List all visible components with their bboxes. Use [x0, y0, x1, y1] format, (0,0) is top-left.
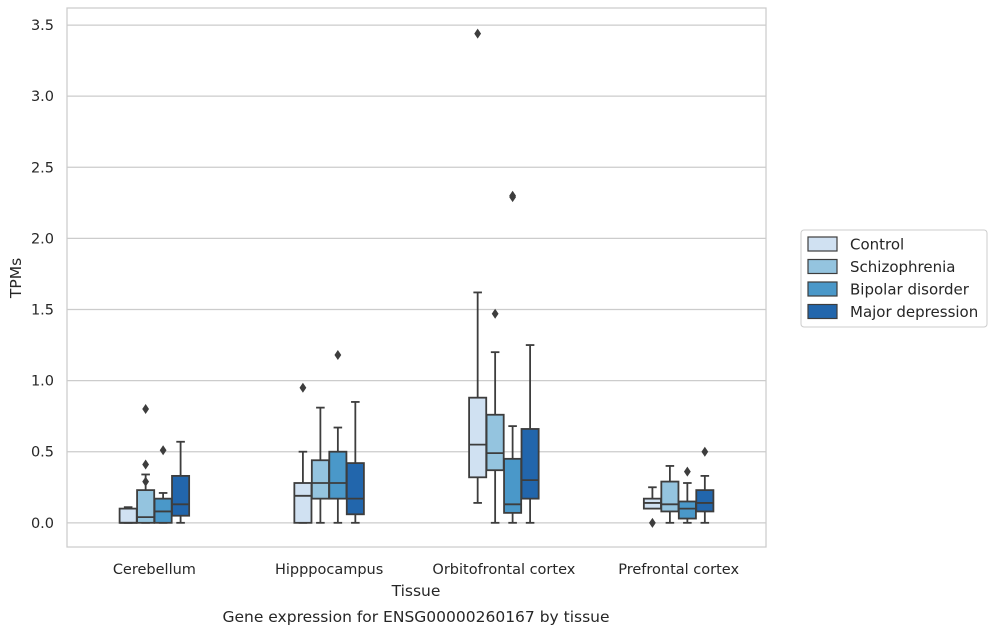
outlier-point [491, 308, 499, 319]
box-body [293, 482, 313, 524]
outlier-point [509, 192, 517, 203]
x-tick-label: Orbitofrontal cortex [432, 562, 575, 578]
box-body [171, 474, 191, 517]
box-body [695, 489, 715, 513]
outlier-point [299, 382, 307, 393]
box-body [328, 450, 348, 500]
legend-frame [800, 229, 988, 328]
box-control-1 [293, 382, 313, 524]
y-tick-label: 2.5 [31, 160, 54, 176]
plot-frame [66, 7, 767, 548]
box-body [118, 507, 138, 524]
box-major-depression-3 [695, 446, 715, 524]
legend-label: Schizophrenia [850, 258, 955, 276]
box-major-depression-2 [520, 344, 540, 524]
y-tick-label: 2.0 [31, 231, 54, 247]
x-tick-label: Hipppocampus [275, 562, 383, 578]
legend-label: Major depression [850, 303, 978, 321]
box-body [310, 459, 330, 500]
box-body [468, 396, 488, 479]
box-major-depression-1 [345, 401, 365, 524]
box-bipolar-disorder-2 [503, 190, 523, 524]
y-axis-label: TPMs [7, 258, 25, 299]
legend-swatch-bipolar-disorder [807, 281, 838, 297]
legend-swatch-major-depression [807, 303, 838, 320]
y-tick-labels: 0.0 0.5 1.0 1.5 2.0 2.5 3.0 3.5 [31, 18, 54, 532]
box-bipolar-disorder-0 [153, 445, 173, 524]
box-body [520, 428, 540, 500]
box-control-2 [468, 28, 488, 504]
outlier-point [142, 404, 150, 415]
outlier-point [701, 446, 709, 457]
legend-label: Control [850, 236, 904, 254]
x-tick-labels: Cerebellum Hipppocampus Orbitofrontal cort… [113, 562, 740, 578]
legend-swatch-control [807, 236, 838, 252]
legend-swatch-schizophrenia [807, 258, 838, 275]
y-tick-label: 1.0 [31, 374, 54, 390]
y-tick-label: 3.5 [31, 18, 54, 34]
box-body [660, 480, 680, 513]
plot-background [67, 8, 766, 547]
outlier-point [649, 517, 656, 528]
outlier-point [334, 350, 342, 361]
box-body [485, 413, 505, 472]
y-tick-label: 0.5 [31, 445, 54, 461]
legend-items: Control Schizophrenia Bipolar disorder Majo… [807, 236, 978, 321]
y-tick-label: 1.5 [31, 302, 54, 318]
outlier-point [159, 445, 167, 456]
x-axis-label: Tissue [391, 582, 441, 600]
box-body [345, 462, 365, 516]
outlier-point [474, 28, 482, 39]
y-tick-label: 0.0 [31, 516, 54, 532]
legend-label: Bipolar disorder [850, 281, 970, 299]
box-major-depression-0 [171, 440, 191, 524]
box-schizophrenia-2 [485, 308, 505, 524]
x-tick-label: Cerebellum [113, 562, 196, 578]
outlier-point [142, 459, 150, 470]
box-series [118, 28, 715, 528]
outlier-point [142, 476, 150, 487]
outlier-point [683, 466, 691, 477]
box-schizophrenia-3 [660, 465, 680, 524]
box-bipolar-disorder-3 [677, 466, 697, 524]
y-tick-label: 3.0 [31, 89, 54, 105]
x-tick-label: Prefrontal cortex [618, 562, 739, 578]
box-control-0 [118, 506, 138, 524]
legend: Control Schizophrenia Bipolar disorder Majo… [800, 229, 988, 328]
chart-caption: Gene expression for ENSG00000260167 by t… [222, 608, 609, 626]
gridlines [67, 24, 766, 524]
box-body [677, 500, 697, 520]
